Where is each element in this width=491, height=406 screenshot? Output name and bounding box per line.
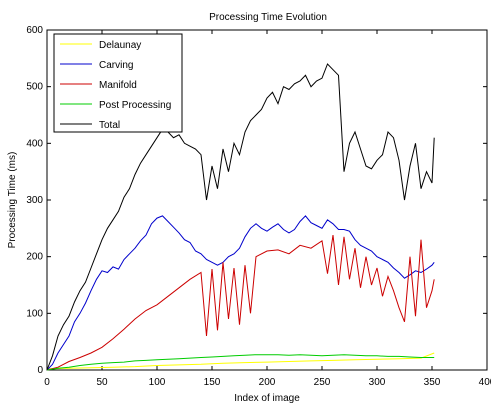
y-tick-label: 0 xyxy=(37,365,43,376)
x-tick-label: 0 xyxy=(44,377,50,388)
y-tick-label: 600 xyxy=(26,25,43,36)
legend-label-post-processing: Post Processing xyxy=(99,100,171,111)
chart-title: Processing Time Evolution xyxy=(209,12,327,23)
y-tick-label: 400 xyxy=(26,138,43,149)
y-tick-label: 500 xyxy=(26,82,43,93)
y-tick-label: 100 xyxy=(26,308,43,319)
x-axis-ticks: 0 50 100 150 200 250 300 350 400 xyxy=(44,30,491,388)
legend-label-total: Total xyxy=(99,120,120,131)
legend-label-manifold: Manifold xyxy=(99,80,137,91)
legend-label-carving: Carving xyxy=(99,60,133,71)
x-tick-label: 400 xyxy=(479,377,491,388)
legend-box xyxy=(53,33,183,133)
chart-legend: Delaunay Carving Manifold Post Processing To… xyxy=(53,33,183,133)
series-line-delaunay xyxy=(46,352,435,370)
x-tick-label: 200 xyxy=(259,377,276,388)
legend-label-delaunay: Delaunay xyxy=(99,40,141,51)
x-axis-label: Index of image xyxy=(234,393,300,404)
legend-items: Delaunay Carving Manifold Post Processing To… xyxy=(60,40,171,131)
series-lines xyxy=(46,63,435,371)
x-tick-label: 150 xyxy=(204,377,221,388)
y-axis-ticks: 0 100 200 300 400 500 600 xyxy=(26,25,487,376)
series-line-post-processing xyxy=(46,354,435,371)
x-tick-label: 50 xyxy=(96,377,108,388)
x-tick-label: 350 xyxy=(424,377,441,388)
series-line-total xyxy=(46,63,435,371)
x-tick-label: 250 xyxy=(314,377,331,388)
series-line-manifold xyxy=(46,235,435,371)
x-tick-label: 100 xyxy=(149,377,166,388)
y-tick-label: 200 xyxy=(26,252,43,263)
x-tick-label: 300 xyxy=(369,377,386,388)
y-tick-label: 300 xyxy=(26,195,43,206)
series-line-carving xyxy=(46,215,435,371)
y-axis-label: Processing Time (ms) xyxy=(7,152,18,249)
